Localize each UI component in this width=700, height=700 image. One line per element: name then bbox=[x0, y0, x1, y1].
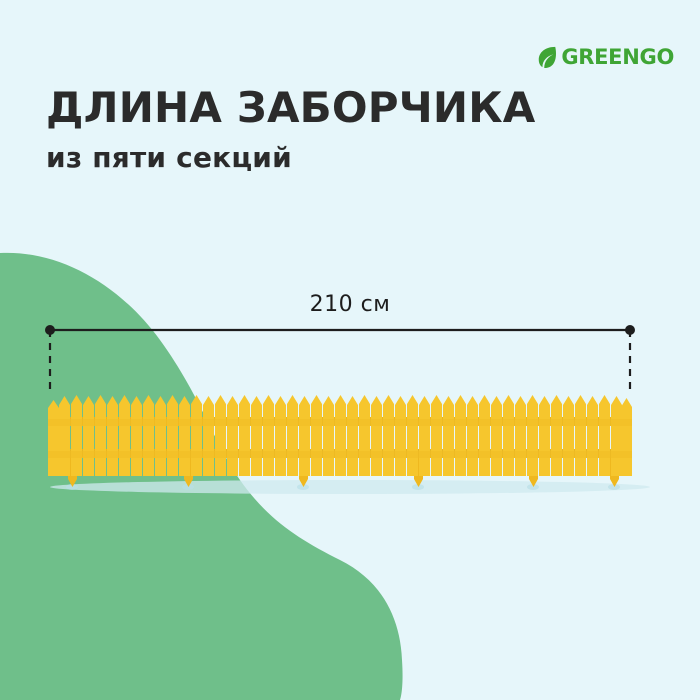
grass-hill bbox=[0, 252, 403, 700]
picket-shadows bbox=[66, 484, 620, 490]
fence-rail-front-bottom bbox=[48, 451, 632, 458]
measure-endpoint-left bbox=[45, 325, 55, 335]
fence-ground-shadow bbox=[50, 480, 650, 494]
measure-endpoint-right bbox=[625, 325, 635, 335]
leaf-icon bbox=[539, 46, 557, 68]
brand-logo: GREENGO bbox=[536, 44, 674, 70]
headline-title: ДЛИНА ЗАБОРЧИКА bbox=[46, 83, 536, 132]
brand-name: GREENGO bbox=[561, 45, 674, 69]
headline-subtitle: из пяти секций bbox=[46, 140, 292, 174]
fence-rail-front-top bbox=[48, 419, 632, 426]
headline-block: ДЛИНА ЗАБОРЧИКА из пяти секций bbox=[46, 83, 606, 174]
measurement-label: 210 см bbox=[309, 292, 391, 317]
fence-pickets bbox=[48, 395, 632, 476]
fence-illustration bbox=[48, 395, 632, 490]
